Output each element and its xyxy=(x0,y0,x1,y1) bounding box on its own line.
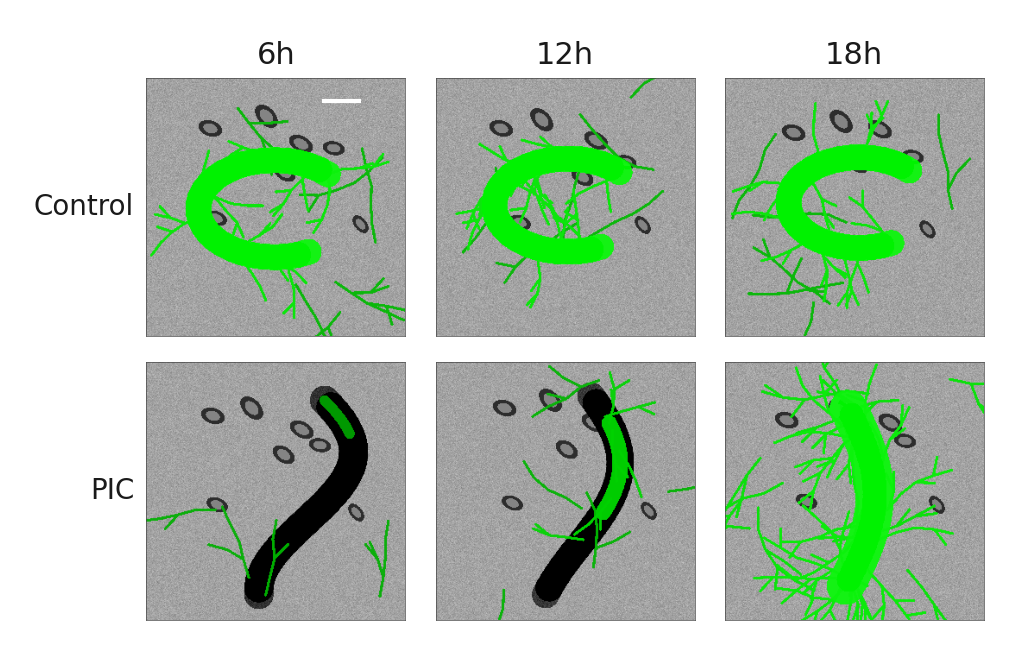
Text: 18h: 18h xyxy=(825,41,884,70)
Text: PIC: PIC xyxy=(90,477,134,505)
Text: Control: Control xyxy=(34,193,134,221)
Text: 6h: 6h xyxy=(256,41,296,70)
Text: 12h: 12h xyxy=(536,41,594,70)
